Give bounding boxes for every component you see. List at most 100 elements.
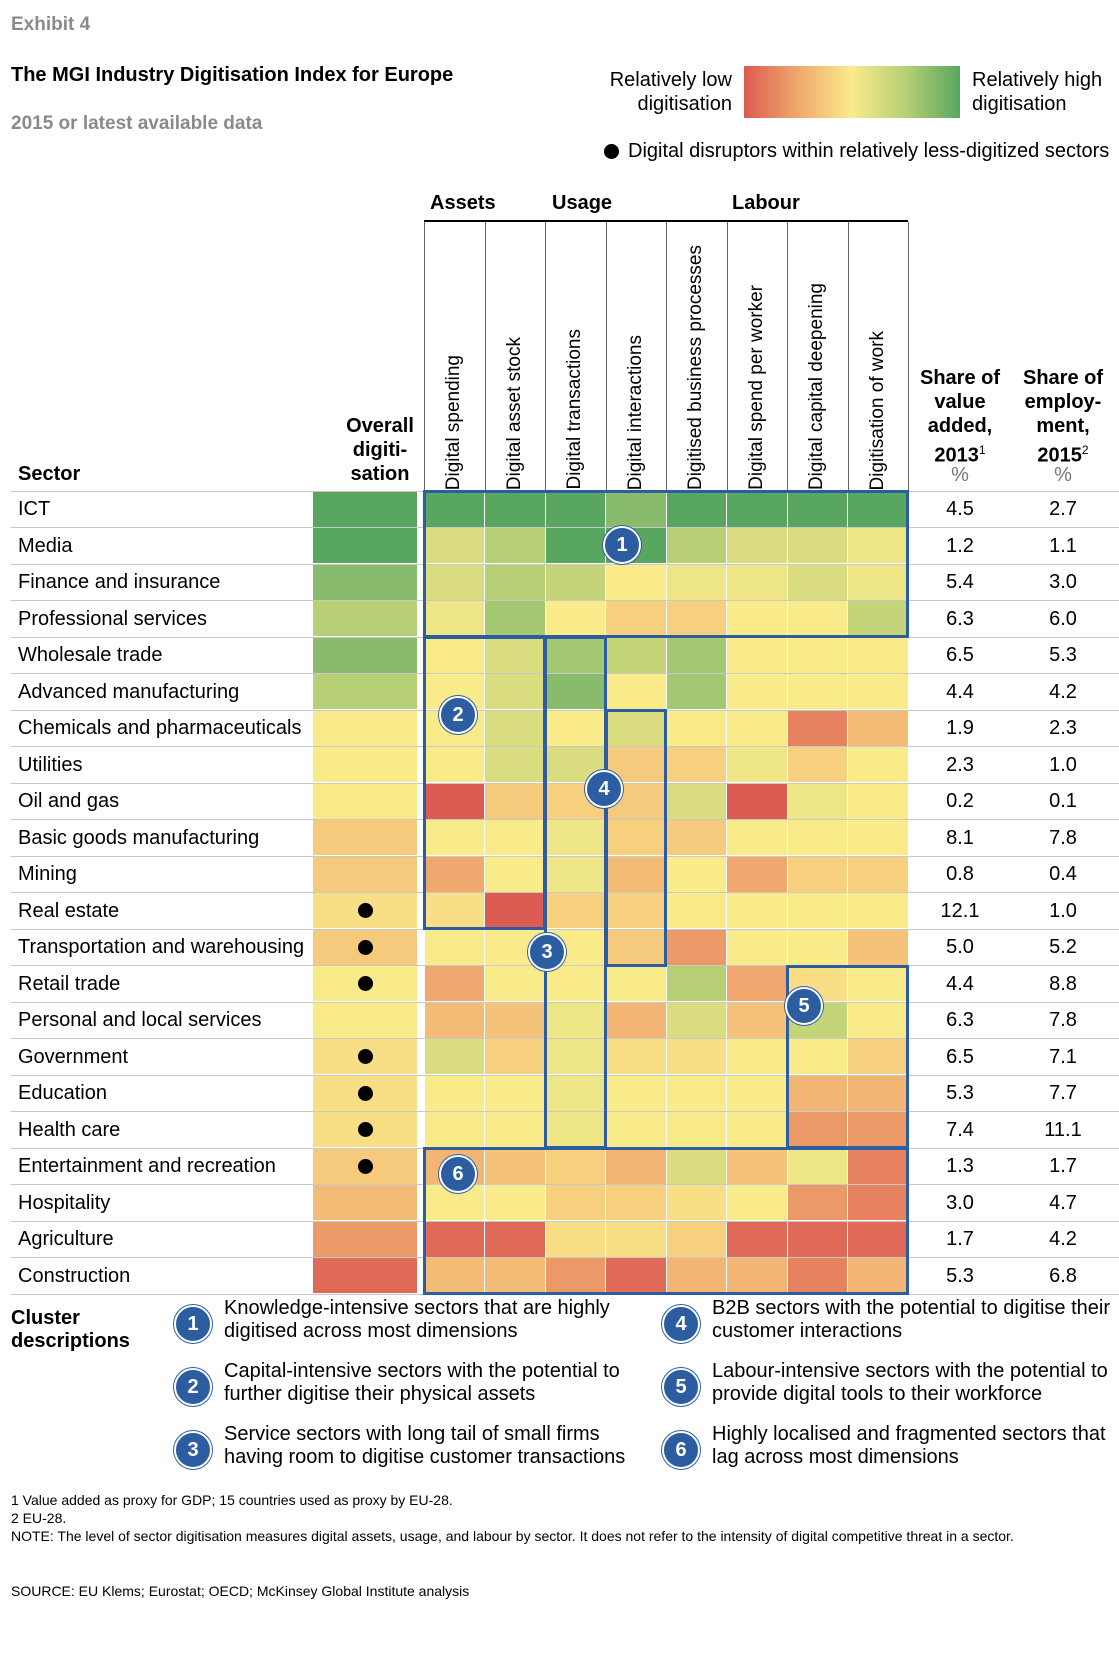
heatmap-cell <box>485 893 545 928</box>
heatmap-cell <box>485 783 545 819</box>
heatmap-cell <box>848 1258 908 1293</box>
heatmap-cell <box>727 966 787 1001</box>
heatmap-cell <box>424 491 484 527</box>
heatmap-cell <box>606 1258 666 1293</box>
sector-name: Agriculture <box>18 1228 114 1250</box>
share-employment: 5.2 <box>1049 936 1077 958</box>
group-assets: Assets <box>430 192 496 214</box>
heatmap-cell <box>727 856 787 892</box>
row-divider <box>11 563 1119 565</box>
share-employment: 2.7 <box>1049 498 1077 520</box>
overall-header: Overall digiti-sation <box>330 414 430 486</box>
heatmap-cell <box>545 491 605 527</box>
group-labour: Labour <box>732 192 800 214</box>
metric-column-divider <box>847 222 849 490</box>
heatmap-cell <box>666 1258 726 1293</box>
heatmap-cell <box>606 929 666 965</box>
metric-column-divider <box>787 222 788 490</box>
heatmap-cell <box>787 1221 847 1257</box>
sector-name: Hospitality <box>18 1191 111 1214</box>
heatmap-cell <box>787 1185 847 1220</box>
heatmap-cell <box>485 1185 545 1220</box>
metric-column-label-text: Digitised business processes <box>685 244 706 490</box>
overall-cell <box>313 601 417 636</box>
heatmap-cell <box>787 601 847 636</box>
heatmap-cell <box>666 820 726 855</box>
cluster-description-text: Labour-intensive sectors with the potent… <box>712 1360 1108 1405</box>
heatmap-cell <box>848 893 908 928</box>
group-usage: Usage <box>552 192 613 214</box>
heatmap-cell <box>666 564 726 600</box>
share-va-unit: % <box>951 464 969 486</box>
heatmap-cell <box>424 929 484 965</box>
legend-low-label: Relatively low digitisation <box>609 69 732 115</box>
heatmap-cell <box>606 710 666 746</box>
cluster-description-badge: 6 <box>662 1431 700 1469</box>
share-emp-header: Share of employ-ment, 20152 <box>1010 366 1116 468</box>
sector-name: Government <box>18 1045 129 1068</box>
heatmap-cell <box>545 1148 605 1184</box>
heatmap-cell <box>545 710 605 746</box>
heatmap-cell <box>485 820 545 855</box>
heatmap-cell <box>545 1002 605 1038</box>
heatmap-cell <box>606 1221 666 1257</box>
heatmap-cell <box>848 710 908 746</box>
sector-name: Mining <box>18 863 77 885</box>
cluster-badge: 3 <box>528 933 566 971</box>
metric-column-label-text: Digital capital deepening <box>806 282 827 490</box>
heatmap-cell <box>606 1002 666 1038</box>
sector-name: Entertainment and recreation <box>18 1155 276 1177</box>
heatmap-cell <box>666 637 726 673</box>
sector-name: Advanced manufacturing <box>18 680 240 703</box>
share-employment: 1.0 <box>1049 899 1077 922</box>
heatmap-cell <box>848 1075 908 1111</box>
sector-name: Utilities <box>18 753 83 776</box>
share-employment: 4.7 <box>1049 1191 1077 1214</box>
footnote-2: 2 EU-28. <box>11 1510 67 1526</box>
heatmap-cell <box>545 820 605 855</box>
heatmap-cell <box>666 1221 726 1257</box>
row-divider <box>11 855 1119 857</box>
metric-column-divider <box>908 222 909 490</box>
heatmap-cell <box>424 1112 484 1147</box>
heatmap-cell <box>424 1039 484 1074</box>
row-divider <box>11 1184 1119 1185</box>
share-value-added: 4.4 <box>946 972 974 995</box>
sector-name: Oil and gas <box>18 790 120 812</box>
heatmap-cell <box>666 929 726 965</box>
sector-name: Chemicals and pharmaceuticals <box>18 717 302 739</box>
disruptor-dot <box>357 903 373 918</box>
cluster-description-text: Service sectors with long tail of small … <box>224 1423 626 1468</box>
sector-name: Real estate <box>18 899 120 922</box>
metric-column-divider <box>726 222 728 490</box>
heatmap-cell <box>545 528 605 563</box>
heatmap-cell <box>787 820 847 855</box>
heatmap-cell <box>727 747 787 782</box>
exhibit-label: Exhibit 4 <box>11 14 91 35</box>
heatmap-cell <box>606 1185 666 1220</box>
heatmap-cell <box>848 528 908 563</box>
heatmap-cell <box>666 856 726 892</box>
heatmap-cell <box>787 1112 847 1147</box>
heatmap-cell <box>787 783 847 819</box>
legend-high-label: Relatively high digitisation <box>972 69 1103 115</box>
cluster-badge: 5 <box>785 987 823 1025</box>
share-emp-label: Share of employ-ment, 2015 <box>1022 367 1104 467</box>
heatmap-cell <box>848 601 908 636</box>
chart-title: The MGI Industry Digitisation Index for … <box>11 64 454 86</box>
heatmap-cell <box>485 1075 545 1111</box>
heatmap-cell <box>727 1258 787 1293</box>
share-value-added: 6.3 <box>946 607 974 630</box>
heatmap-cell <box>848 491 908 527</box>
heatmap-cell <box>666 1075 726 1111</box>
heatmap-cell <box>848 820 908 855</box>
share-value-added: 6.5 <box>946 1045 974 1068</box>
cluster-description-badge: 5 <box>662 1368 700 1406</box>
metric-column-label: Digital asset stock <box>485 228 545 490</box>
heatmap-cell <box>424 1258 484 1293</box>
sector-name: Personal and local services <box>18 1009 262 1031</box>
share-employment: 2.3 <box>1049 717 1077 739</box>
heatmap-cell <box>727 1002 787 1038</box>
heatmap-cell <box>424 1221 484 1257</box>
heatmap-cell <box>666 966 726 1001</box>
